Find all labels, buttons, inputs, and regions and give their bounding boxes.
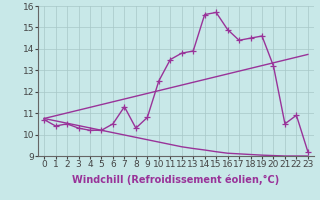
X-axis label: Windchill (Refroidissement éolien,°C): Windchill (Refroidissement éolien,°C) — [72, 175, 280, 185]
